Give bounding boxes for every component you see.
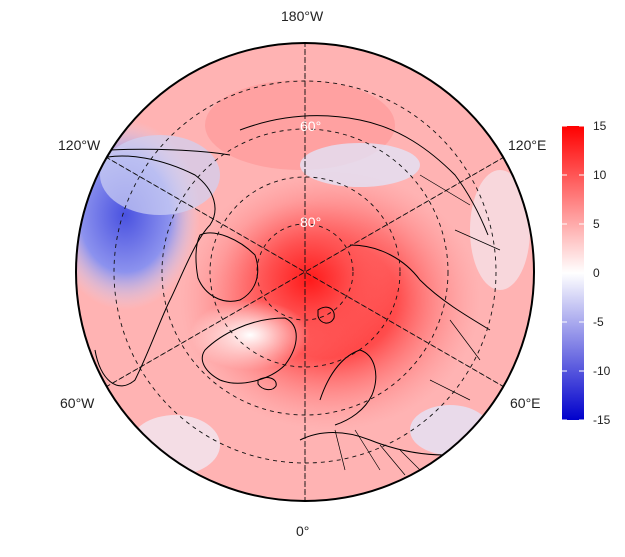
colorbar-tick-label: -15 [593,413,611,427]
asia-borders [419,174,501,401]
latitude-circle [256,223,354,321]
colorbar-tick-label: 15 [593,119,607,133]
iceland-coast [257,377,277,391]
colorbar-tickmarks [562,125,584,421]
meridian-label-180w: 180°W [281,8,324,24]
meridian-label-0: 0° [296,523,310,539]
alaska-coast [109,148,231,156]
eurasia-north-coast [349,244,491,331]
europe-borders [334,429,421,476]
graticule [106,43,504,501]
meridian-label-120e: 120°E [508,137,547,153]
colorbar-tick-label: -10 [593,364,611,378]
meridian-label-60w: 60°W [60,395,95,411]
colorbar-tick-label: 5 [593,217,600,231]
map-boundary [75,42,535,502]
svalbard-coast [317,306,335,324]
latitude-circle [209,176,401,368]
canadian-archipelago-coast [195,232,259,302]
anomaly-field [76,43,534,501]
north-america-coast [94,155,216,387]
colorbar [562,126,584,420]
meridian-label-120w: 120°W [58,137,101,153]
colorbar-tick-label: 0 [593,266,600,280]
scandinavia-coast [319,349,377,426]
siberia-coast [239,115,489,236]
colorbar-tick-label: -5 [593,315,604,329]
latitude-label-80: 80° [300,214,321,230]
latitude-label-60: 60° [300,118,321,134]
meridian-label-60e: 60°E [510,395,541,411]
colorbar-tick-label: 10 [593,168,607,182]
europe-coast [299,432,446,456]
